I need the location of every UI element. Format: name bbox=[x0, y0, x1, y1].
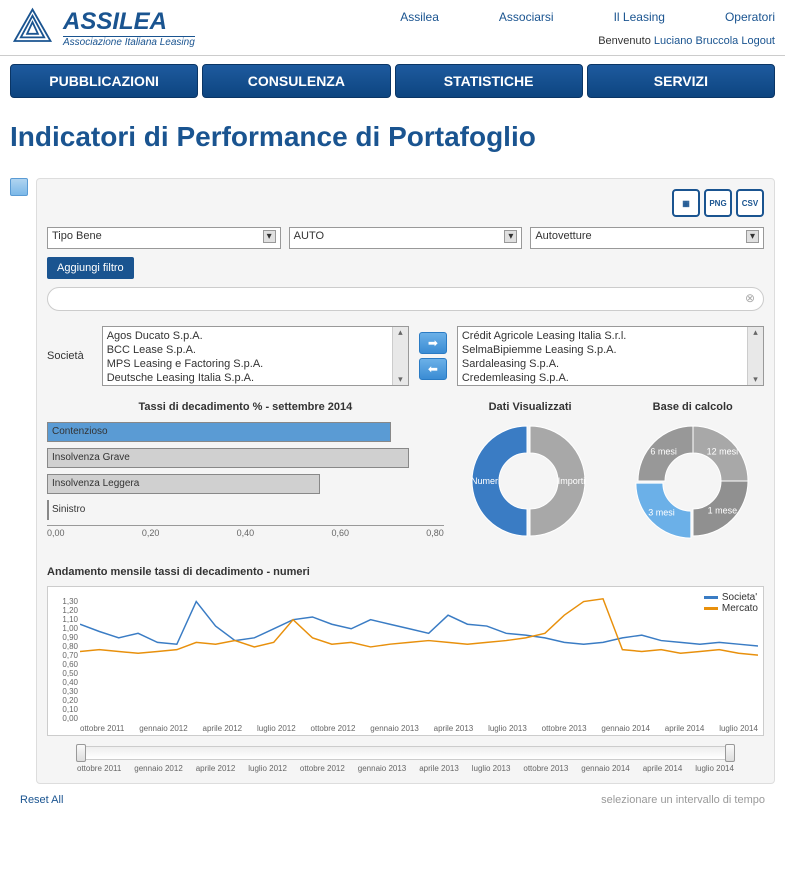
svg-text:12 mesi: 12 mesi bbox=[706, 447, 738, 457]
nav-pubblicazioni[interactable]: PUBBLICAZIONI bbox=[10, 64, 198, 98]
move-right-button[interactable]: ➡ bbox=[419, 332, 447, 354]
visione-listbox[interactable]: Crédit Agricole Leasing Italia S.r.l. Se… bbox=[457, 326, 764, 386]
brand-name: ASSILEA bbox=[63, 8, 195, 36]
list-item[interactable]: Credemleasing S.p.A. bbox=[460, 371, 761, 385]
nav-leasing[interactable]: Il Leasing bbox=[614, 10, 665, 24]
societa-listbox[interactable]: Agos Ducato S.p.A. BCC Lease S.p.A. MPS … bbox=[102, 326, 409, 386]
user-bar: Benvenuto Luciano Bruccola Logout bbox=[598, 35, 775, 47]
export-csv-button[interactable]: CSV bbox=[736, 189, 764, 217]
list-item[interactable]: MPS Leasing e Factoring S.p.A. bbox=[105, 357, 406, 371]
list-item[interactable]: Sardaleasing S.p.A. bbox=[460, 357, 761, 371]
user-name[interactable]: Luciano Bruccola bbox=[654, 35, 738, 47]
export-png-button[interactable]: PNG bbox=[704, 189, 732, 217]
list-item[interactable]: Agos Ducato S.p.A. bbox=[105, 329, 406, 343]
societa-label: Società bbox=[47, 350, 92, 362]
logout-link[interactable]: Logout bbox=[741, 35, 775, 47]
list-item[interactable]: SelmaBipiemme Leasing S.p.A. bbox=[460, 343, 761, 357]
page-title: Indicatori di Performance di Portafoglio bbox=[0, 106, 785, 178]
svg-text:Importi: Importi bbox=[558, 476, 586, 486]
top-nav: Assilea Associarsi Il Leasing Operatori bbox=[195, 5, 775, 24]
filter-autovetture[interactable]: Autovetture bbox=[530, 227, 764, 249]
main-nav: PUBBLICAZIONI CONSULENZA STATISTICHE SER… bbox=[0, 56, 785, 106]
donut1-title: Dati Visualizzati bbox=[459, 401, 602, 413]
filter-tipo-bene[interactable]: Tipo Bene bbox=[47, 227, 281, 249]
filter-auto[interactable]: AUTO bbox=[289, 227, 523, 249]
line-chart-title: Andamento mensile tassi di decadimento -… bbox=[47, 566, 764, 578]
plot-area bbox=[80, 597, 758, 715]
logo: ASSILEA Associazione Italiana Leasing bbox=[10, 5, 195, 50]
nav-associarsi[interactable]: Associarsi bbox=[499, 10, 554, 24]
nav-servizi[interactable]: SERVIZI bbox=[587, 64, 775, 98]
slider-handle-left[interactable] bbox=[76, 744, 86, 762]
scrollbar[interactable]: ▴▾ bbox=[392, 327, 408, 385]
welcome-label: Benvenuto bbox=[598, 35, 651, 47]
add-filter-button[interactable]: Aggiungi filtro bbox=[47, 257, 134, 279]
y-axis: 1,301,201,101,000,900,800,700,600,500,40… bbox=[50, 597, 78, 715]
reset-all-link[interactable]: Reset All bbox=[20, 794, 63, 806]
slider-handle-right[interactable] bbox=[725, 744, 735, 762]
svg-text:Numeri: Numeri bbox=[471, 476, 500, 486]
list-item[interactable]: Crédit Agricole Leasing Italia S.r.l. bbox=[460, 329, 761, 343]
line-chart: Societa' Mercato 1,301,201,101,000,900,8… bbox=[47, 586, 764, 736]
nav-statistiche[interactable]: STATISTICHE bbox=[395, 64, 583, 98]
list-item[interactable]: Deutsche Leasing Italia S.p.A. bbox=[105, 371, 406, 385]
x-axis: ottobre 2011gennaio 2012aprile 2012lugli… bbox=[80, 724, 758, 733]
footer-hint: selezionare un intervallo di tempo bbox=[601, 794, 765, 806]
main-panel: ▦ PNG CSV Tipo Bene AUTO Autovetture Agg… bbox=[36, 178, 775, 784]
search-input[interactable] bbox=[47, 287, 764, 311]
nav-operatori[interactable]: Operatori bbox=[725, 10, 775, 24]
nav-assilea[interactable]: Assilea bbox=[400, 10, 439, 24]
brand-sub: Associazione Italiana Leasing bbox=[63, 36, 195, 48]
bar-chart: ContenziosoInsolvenza GraveInsolvenza Le… bbox=[47, 421, 444, 551]
time-slider[interactable] bbox=[77, 746, 734, 760]
sidebar-toggle-icon[interactable] bbox=[10, 178, 28, 196]
donut-base[interactable]: 12 mesi 1 mese 3 mesi 6 mesi bbox=[633, 421, 753, 541]
svg-text:3 mesi: 3 mesi bbox=[648, 507, 675, 517]
slider-labels: ottobre 2011gennaio 2012aprile 2012lugli… bbox=[77, 764, 734, 773]
export-grid-button[interactable]: ▦ bbox=[672, 189, 700, 217]
list-item[interactable]: BCC Lease S.p.A. bbox=[105, 343, 406, 357]
move-left-button[interactable]: ⬅ bbox=[419, 358, 447, 380]
nav-consulenza[interactable]: CONSULENZA bbox=[202, 64, 390, 98]
svg-text:6 mesi: 6 mesi bbox=[650, 447, 677, 457]
donut2-title: Base di calcolo bbox=[621, 401, 764, 413]
scrollbar[interactable]: ▴▾ bbox=[747, 327, 763, 385]
donut-dati[interactable]: Importi Numeri bbox=[470, 421, 590, 541]
bar-chart-title: Tassi di decadimento % - settembre 2014 bbox=[47, 401, 444, 413]
svg-text:1 mese: 1 mese bbox=[707, 505, 737, 515]
